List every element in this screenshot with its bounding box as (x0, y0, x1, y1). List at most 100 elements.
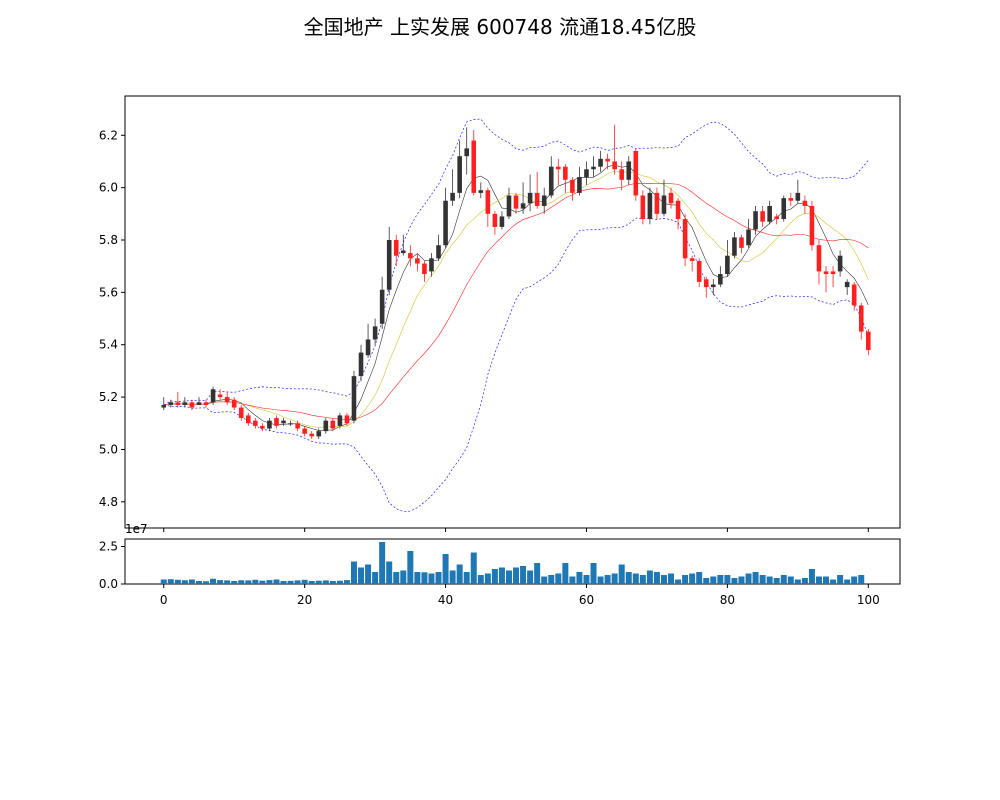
candle-body (506, 195, 512, 217)
candle (774, 213, 780, 225)
candle (682, 213, 688, 267)
volume-bar (245, 580, 252, 584)
volume-bar (484, 573, 491, 584)
volume-bar (738, 576, 745, 584)
candle-body (330, 420, 336, 429)
candle (767, 200, 772, 225)
volume-bar (646, 570, 653, 584)
candle (619, 161, 625, 191)
candle-body (696, 260, 702, 282)
candle (302, 425, 307, 437)
volume-bar (442, 554, 449, 584)
candle (443, 187, 448, 248)
candle (457, 140, 462, 199)
candle (309, 431, 315, 439)
volume-bar (365, 564, 372, 584)
candle-body (238, 407, 244, 419)
candle-body (865, 331, 871, 350)
candle-body (464, 148, 470, 157)
candle (203, 399, 209, 408)
volume-bar (273, 579, 280, 584)
volume-offset-text: 1e7 (125, 522, 148, 536)
candle (492, 211, 498, 235)
candle (436, 234, 441, 261)
candle (471, 130, 477, 196)
candle (598, 150, 603, 172)
volume-bar (224, 580, 231, 584)
candle-body (386, 240, 392, 290)
candle-body (457, 156, 462, 193)
candle (182, 397, 188, 408)
candle-body (527, 192, 533, 204)
candle (386, 226, 392, 295)
candle-body (746, 229, 751, 246)
candle-body (168, 402, 174, 405)
candle (626, 156, 632, 186)
candle-body (816, 245, 822, 272)
candle (316, 428, 322, 439)
volume-bar (696, 572, 703, 584)
candle (563, 164, 568, 193)
candle (330, 418, 336, 432)
candle-body (689, 258, 695, 261)
volume-y-tick-label: 0.0 (99, 577, 118, 591)
candle (830, 266, 836, 288)
volume-bar (477, 575, 484, 584)
price-y-tick-label: 6.2 (99, 128, 118, 142)
volume-y-tick-label: 2.5 (99, 540, 118, 554)
candle (344, 412, 350, 426)
volume-bar (759, 575, 766, 584)
candle (499, 211, 505, 230)
candle (844, 279, 850, 295)
candle (851, 281, 857, 311)
candle (365, 323, 371, 358)
volume-bar (844, 579, 851, 584)
volume-bar (456, 564, 463, 584)
volume-bar (773, 578, 780, 584)
candle (422, 260, 427, 282)
candle-body (668, 192, 674, 204)
candle (795, 179, 801, 204)
candle-body (781, 198, 787, 220)
candle-body (534, 192, 540, 206)
candle (175, 391, 181, 408)
volume-bar (259, 580, 266, 584)
price-y-tick-label: 5.8 (99, 233, 118, 247)
candle-body (767, 205, 772, 222)
candle-body (189, 402, 195, 408)
price-y-axis: 6.2 6.0 5.8 5.6 5.4 5.2 5.0 4.8 (99, 128, 125, 509)
x-tick-label: 80 (720, 593, 735, 607)
candle-body (182, 402, 188, 405)
candle (513, 192, 519, 214)
candle (802, 195, 808, 214)
candle-body (795, 192, 801, 201)
candle (210, 386, 216, 405)
volume-bar (534, 563, 541, 584)
candle (520, 182, 526, 214)
volume-bar (421, 572, 428, 584)
volume-bar (428, 573, 435, 584)
x-tick-label: 100 (857, 593, 880, 607)
volume-bar (597, 576, 604, 584)
volume-bar (252, 579, 259, 584)
candle-body (563, 166, 568, 180)
candle-body (203, 402, 209, 405)
candle-body (393, 240, 399, 256)
candle (238, 404, 244, 421)
candle (605, 153, 610, 170)
candle-body (619, 169, 625, 180)
chart-title: 全国地产 上实发展 600748 流通18.45亿股 (304, 15, 697, 39)
candle (161, 397, 167, 411)
candle-body (520, 203, 526, 209)
candle (788, 192, 794, 206)
candle (224, 391, 230, 405)
volume-bar (808, 569, 815, 584)
volume-y-axis: 2.5 0.0 (99, 540, 125, 591)
candle (696, 258, 702, 288)
candle (408, 245, 413, 267)
candle (295, 420, 300, 432)
candle (837, 250, 843, 277)
candle (816, 240, 822, 285)
volume-bar (710, 576, 717, 584)
candle-body (436, 245, 441, 259)
